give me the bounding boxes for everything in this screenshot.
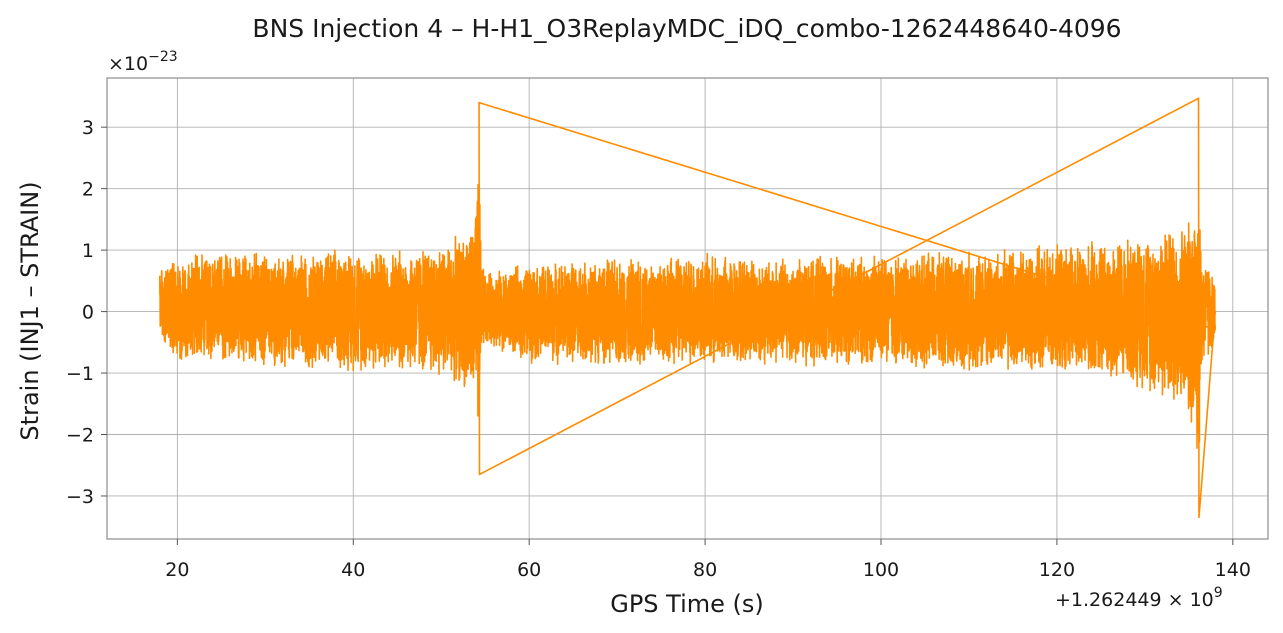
- strain-series-line: [158, 97, 1217, 519]
- plot-frame: [106, 77, 1269, 540]
- y-tick-label: −3: [66, 486, 94, 508]
- x-tick-label: 100: [863, 559, 899, 581]
- y-scale-label: ×10−23: [108, 49, 178, 75]
- axes: [101, 77, 1269, 545]
- chart-title: BNS Injection 4 – H-H1_O3ReplayMDC_iDQ_c…: [252, 14, 1121, 43]
- x-tick-label: 20: [165, 559, 189, 581]
- y-tick-label: 2: [82, 179, 94, 201]
- y-tick-label: −1: [66, 363, 94, 385]
- x-offset-label: +1.262449 × 109: [1055, 585, 1223, 611]
- x-tick-label: 120: [1039, 559, 1075, 581]
- y-tick-label: 0: [82, 302, 94, 324]
- tick-labels: 20 40 60 80 100 120 140 −3 −2 −1 0 1 2 3: [66, 117, 1251, 581]
- x-tick-label: 40: [341, 559, 365, 581]
- x-tick-label: 60: [517, 559, 541, 581]
- y-tick-label: 1: [82, 240, 94, 262]
- x-tick-label: 80: [693, 559, 717, 581]
- y-axis-label: Strain (INJ1 – STRAIN): [16, 181, 44, 440]
- y-tick-label: −2: [66, 425, 94, 447]
- y-tick-label: 3: [82, 117, 94, 139]
- x-tick-label: 140: [1215, 559, 1251, 581]
- series-layer: [158, 97, 1217, 519]
- x-axis-label: GPS Time (s): [610, 590, 764, 618]
